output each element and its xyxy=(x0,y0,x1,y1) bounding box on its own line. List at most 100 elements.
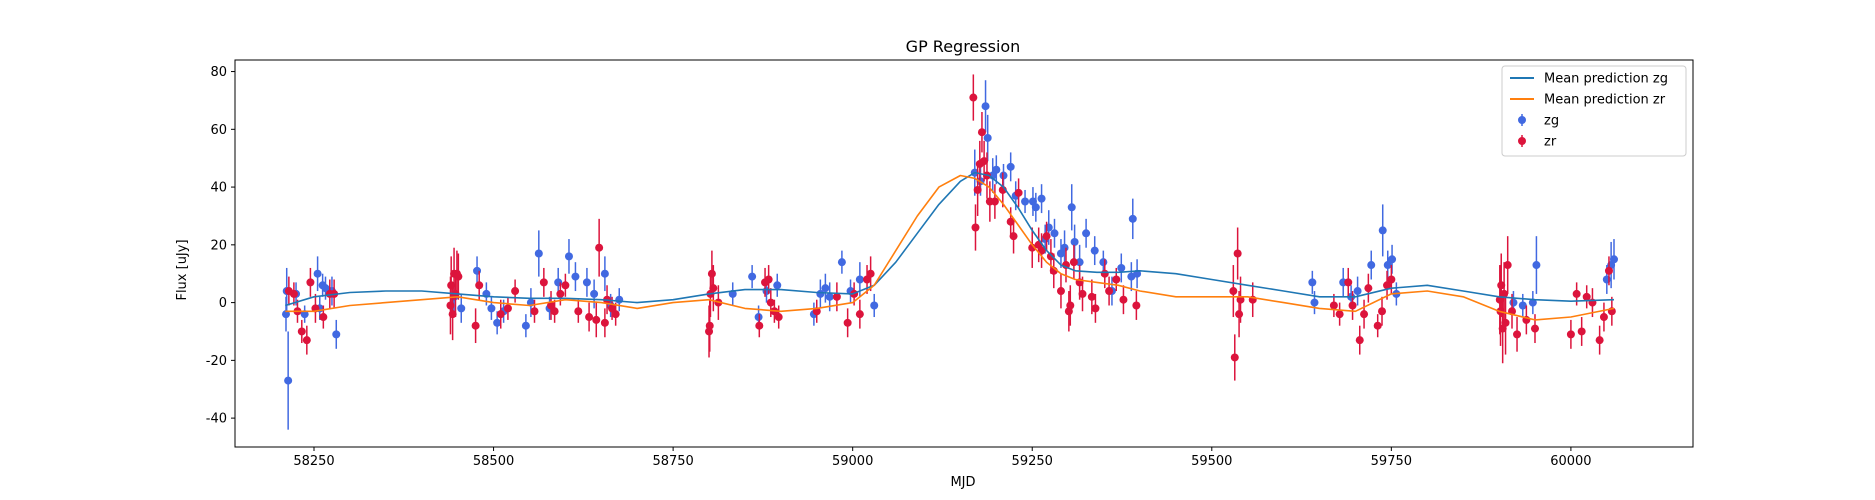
point-zr xyxy=(1348,301,1357,310)
point-zr xyxy=(1009,232,1018,241)
y-tick-label: 40 xyxy=(210,181,227,196)
point-zg xyxy=(1037,194,1046,203)
point-zr xyxy=(574,307,583,316)
point-zr xyxy=(530,307,539,316)
y-tick-label: 80 xyxy=(210,65,227,80)
point-zr xyxy=(1069,258,1078,267)
point-zr xyxy=(1513,330,1522,339)
point-zr xyxy=(990,197,999,206)
point-zr xyxy=(592,315,601,324)
point-zr xyxy=(1014,188,1023,197)
point-zg xyxy=(983,133,992,142)
point-zr xyxy=(297,327,306,336)
point-zr xyxy=(585,313,594,322)
point-zr xyxy=(1006,217,1015,226)
legend: Mean prediction zg Mean prediction zr zg zr xyxy=(1501,65,1687,157)
point-zg xyxy=(1067,203,1076,212)
x-tick-label: 60000 xyxy=(1550,454,1591,469)
legend-box xyxy=(1501,65,1687,157)
point-zg xyxy=(1367,261,1376,270)
point-zg xyxy=(590,289,599,298)
point-zg xyxy=(1056,249,1065,258)
point-zr xyxy=(1078,289,1087,298)
point-zr xyxy=(1373,321,1382,330)
point-zr xyxy=(855,310,864,319)
point-zr xyxy=(511,287,520,296)
point-zg xyxy=(1031,203,1040,212)
point-zr xyxy=(1042,232,1051,241)
point-zr xyxy=(600,318,609,327)
point-zg xyxy=(837,258,846,267)
point-zg xyxy=(1021,197,1030,206)
point-zg xyxy=(564,252,573,261)
point-zr xyxy=(447,281,456,290)
point-zg xyxy=(1099,258,1108,267)
point-zr xyxy=(863,275,872,284)
point-zg xyxy=(992,165,1001,174)
point-zg xyxy=(1609,255,1618,264)
point-zr xyxy=(980,157,989,166)
point-zr xyxy=(611,310,620,319)
point-zr xyxy=(1087,292,1096,301)
point-zg xyxy=(825,292,834,301)
legend-label: Mean prediction zg xyxy=(1544,72,1668,87)
point-zg xyxy=(321,284,330,293)
point-zr xyxy=(1091,304,1100,313)
point-zr xyxy=(319,313,328,322)
point-zr xyxy=(1329,301,1338,310)
point-zr xyxy=(1132,301,1141,310)
chart-title: GP Regression xyxy=(906,37,1021,56)
point-zg xyxy=(534,249,543,258)
point-zr xyxy=(1383,281,1392,290)
point-zr xyxy=(969,93,978,102)
point-zr xyxy=(1503,261,1512,270)
x-tick-label: 58250 xyxy=(293,454,334,469)
point-zg xyxy=(1378,226,1387,235)
point-zr xyxy=(561,281,570,290)
point-zr xyxy=(764,275,773,284)
y-tick-label: 0 xyxy=(219,296,227,311)
point-zr xyxy=(1355,336,1364,345)
point-zr xyxy=(1105,287,1114,296)
point-zr xyxy=(1112,275,1121,284)
point-zr xyxy=(1236,295,1245,304)
point-zg xyxy=(1060,243,1069,252)
point-zr xyxy=(1378,307,1387,316)
point-zg xyxy=(1509,298,1518,307)
point-zr xyxy=(1344,278,1353,287)
point-zr xyxy=(448,310,457,319)
point-zg xyxy=(855,275,864,284)
point-zr xyxy=(1577,327,1586,336)
point-zg xyxy=(1383,261,1392,270)
legend-label: Mean prediction zr xyxy=(1544,93,1666,108)
x-tick-label: 59750 xyxy=(1371,454,1412,469)
point-zg xyxy=(1518,301,1527,310)
point-zg xyxy=(1308,278,1317,287)
point-zr xyxy=(1119,295,1128,304)
point-zr xyxy=(1595,336,1604,345)
point-zg xyxy=(332,330,341,339)
point-zr xyxy=(306,278,315,287)
point-zr xyxy=(1056,287,1065,296)
axes-ticks: 58250 58500 58750 59000 59250 59500 59750 60000… xyxy=(206,65,1592,469)
point-zr xyxy=(973,185,982,194)
point-zr xyxy=(866,269,875,278)
point-zg xyxy=(748,272,757,281)
point-zg xyxy=(1050,229,1059,238)
point-zg xyxy=(773,281,782,290)
point-zg xyxy=(582,278,591,287)
point-zr xyxy=(977,128,986,137)
point-zr xyxy=(1235,310,1244,319)
point-zg xyxy=(1117,263,1126,272)
y-axis-label: Flux [uJy] xyxy=(175,239,190,300)
x-tick-label: 58500 xyxy=(473,454,514,469)
point-zr xyxy=(547,301,556,310)
x-tick-label: 59000 xyxy=(832,454,873,469)
plot-frame xyxy=(234,59,1694,448)
y-tick-label: 60 xyxy=(210,123,227,138)
point-zr xyxy=(1497,281,1506,290)
legend-label: zr xyxy=(1544,135,1557,150)
point-zr xyxy=(1604,266,1613,275)
legend-swatch-point xyxy=(1518,137,1526,145)
